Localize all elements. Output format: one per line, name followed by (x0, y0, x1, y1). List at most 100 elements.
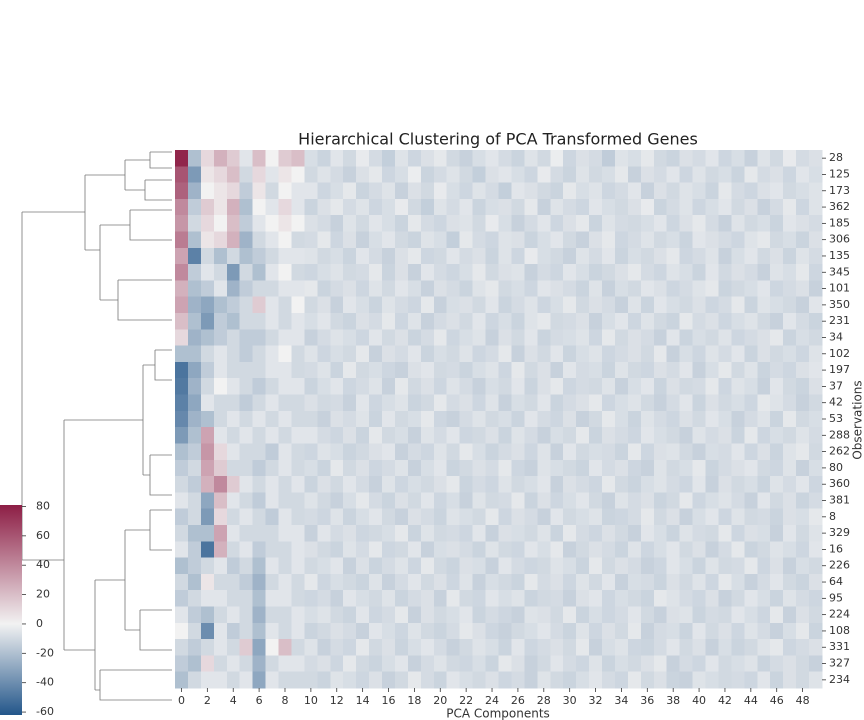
cell (511, 410, 525, 428)
cell (731, 622, 745, 640)
cell (718, 361, 732, 379)
cell (589, 573, 603, 591)
cell (757, 524, 771, 542)
cell (317, 427, 331, 444)
cell (705, 313, 719, 330)
cell (459, 313, 473, 330)
cell (459, 296, 473, 314)
cell (382, 329, 396, 346)
cell (382, 361, 396, 379)
cell (330, 150, 344, 167)
cell (446, 541, 460, 558)
cell (679, 198, 693, 216)
cell (265, 280, 279, 298)
cell (498, 590, 512, 607)
cell (614, 231, 629, 249)
cell (382, 590, 396, 607)
cell (459, 492, 473, 509)
cell (382, 606, 396, 624)
cell (666, 329, 680, 346)
cell (278, 541, 292, 558)
cell (459, 361, 473, 379)
cell (563, 410, 577, 428)
cell (187, 606, 202, 624)
cell (757, 280, 771, 298)
cell (394, 280, 409, 298)
cell (343, 459, 357, 477)
cell (226, 590, 240, 607)
cell (226, 622, 240, 640)
cell (485, 264, 499, 281)
cell (666, 508, 680, 526)
cell (485, 541, 499, 558)
cell (200, 671, 215, 689)
cell (278, 264, 292, 281)
cell (589, 198, 603, 216)
cell (550, 166, 564, 183)
cell (783, 590, 797, 607)
cell (679, 264, 693, 281)
cell (200, 508, 215, 526)
cell (382, 394, 396, 412)
cell (343, 150, 357, 167)
cell (563, 671, 577, 689)
cell (226, 361, 240, 379)
cell (640, 508, 655, 526)
cell (653, 427, 668, 444)
cell (433, 671, 448, 689)
cell (718, 427, 732, 444)
cell (252, 264, 266, 281)
cell (757, 182, 771, 200)
cell (330, 606, 344, 624)
cell (317, 198, 331, 216)
cell (614, 622, 629, 640)
cell (563, 215, 577, 232)
cell (576, 557, 590, 575)
cell (718, 394, 732, 412)
cell (330, 166, 344, 183)
cell (175, 459, 189, 477)
cell (511, 557, 525, 575)
heatmap (175, 150, 823, 689)
y-tick-label: 80 (829, 461, 843, 474)
cell (252, 671, 266, 689)
cell (304, 378, 318, 395)
cell (770, 655, 784, 672)
cell (511, 280, 525, 298)
cell (317, 394, 331, 412)
cell (459, 345, 473, 363)
cell (576, 198, 590, 216)
y-tick-label: 101 (829, 282, 850, 295)
cell (614, 345, 629, 363)
cell (200, 459, 215, 477)
cell (511, 573, 525, 591)
y-tick-label: 28 (829, 151, 843, 164)
cell (589, 541, 603, 558)
cell (175, 443, 189, 461)
cell (602, 215, 616, 232)
cell (382, 231, 396, 249)
cell (394, 508, 409, 526)
cell (640, 476, 655, 493)
cell (472, 427, 486, 444)
cell (563, 639, 577, 656)
cell (614, 541, 629, 558)
cell (200, 280, 215, 298)
cell (718, 508, 732, 526)
cell (809, 182, 823, 200)
cell (407, 655, 422, 672)
cell (563, 655, 577, 672)
cell (705, 671, 719, 689)
cell (407, 639, 422, 656)
cell (576, 671, 590, 689)
cell (614, 329, 629, 346)
cell (369, 231, 383, 249)
cell (511, 215, 525, 232)
y-tick-label: 350 (829, 298, 850, 311)
cell (369, 459, 383, 477)
cell (537, 524, 551, 542)
cell (550, 378, 564, 395)
cell (537, 394, 551, 412)
cell (666, 606, 680, 624)
cell (614, 492, 629, 509)
